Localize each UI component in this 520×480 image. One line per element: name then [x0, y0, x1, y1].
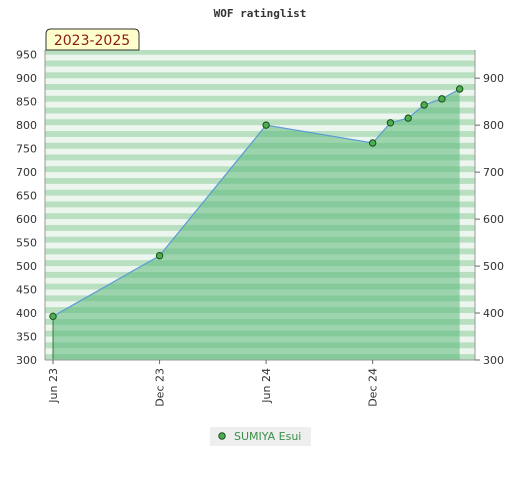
y-tick-left-label: 950: [16, 49, 37, 62]
legend-label: SUMIYA Esui: [234, 430, 301, 443]
y-tick-right-label: 700: [483, 166, 504, 179]
y-tick-right-label: 500: [483, 260, 504, 273]
period-badge: 2023-2025: [45, 28, 140, 51]
y-tick-right-label: 400: [483, 307, 504, 320]
y-tick-right-label: 300: [483, 354, 504, 367]
grid-band: [45, 60, 475, 67]
x-tick-label: Dec 24: [367, 368, 380, 407]
series-area: [53, 88, 460, 360]
x-tick-label: Jun 23: [47, 368, 60, 404]
legend-box: [210, 427, 311, 446]
y-tick-right-label: 800: [483, 119, 504, 132]
y-tick-left-label: 400: [16, 307, 37, 320]
grid-band: [45, 107, 475, 114]
grid-band: [45, 95, 475, 102]
data-point: [155, 252, 164, 260]
y-tick-left-label: 600: [16, 213, 37, 226]
data-point: [386, 119, 395, 127]
y-tick-left-label: 700: [16, 166, 37, 179]
data-points: [49, 85, 464, 321]
legend: SUMIYA Esui: [210, 427, 311, 446]
y-tick-left-label: 450: [16, 284, 37, 297]
data-point: [49, 312, 57, 321]
y-tick-left-label: 500: [16, 260, 37, 273]
y-tick-left-label: 850: [16, 96, 37, 109]
data-point: [404, 114, 412, 122]
y-tick-left-label: 800: [16, 119, 37, 132]
data-point: [262, 121, 270, 129]
grid-band: [45, 50, 475, 55]
grid-band: [45, 119, 475, 126]
axes-layer: [44, 50, 476, 361]
legend-marker: [218, 432, 226, 440]
y-tick-left-label: 900: [16, 72, 37, 85]
period-badge-box: [45, 28, 140, 51]
y-tick-right-label: 600: [483, 213, 504, 226]
grid-band: [45, 84, 475, 90]
y-tick-left-label: 750: [16, 143, 37, 156]
y-tick-left-label: 350: [16, 331, 37, 344]
data-point: [420, 101, 428, 109]
y-tick-left-label: 300: [16, 354, 37, 367]
y-tick-right-label: 900: [483, 72, 504, 85]
data-point: [455, 85, 464, 93]
y-tick-left-label: 550: [16, 237, 37, 250]
x-axis-labels: Jun 23 Dec 23 Jun 24 Dec 24: [47, 360, 380, 407]
y-axis-left-labels: 300 350 400 450 500 550 600 650 700 750 800 850 900 9…: [16, 49, 37, 367]
data-point: [438, 95, 446, 103]
period-label: 2023-2025: [54, 33, 130, 49]
x-tick-label: Jun 24: [260, 368, 273, 404]
y-axis-right-labels: 300 400 500 600 700 800 900: [475, 72, 504, 367]
grid-band: [45, 72, 475, 79]
chart-title: WOF ratinglist: [214, 7, 307, 20]
x-tick-label: Dec 23: [154, 368, 167, 407]
y-tick-left-label: 650: [16, 190, 37, 203]
data-point: [368, 139, 377, 147]
